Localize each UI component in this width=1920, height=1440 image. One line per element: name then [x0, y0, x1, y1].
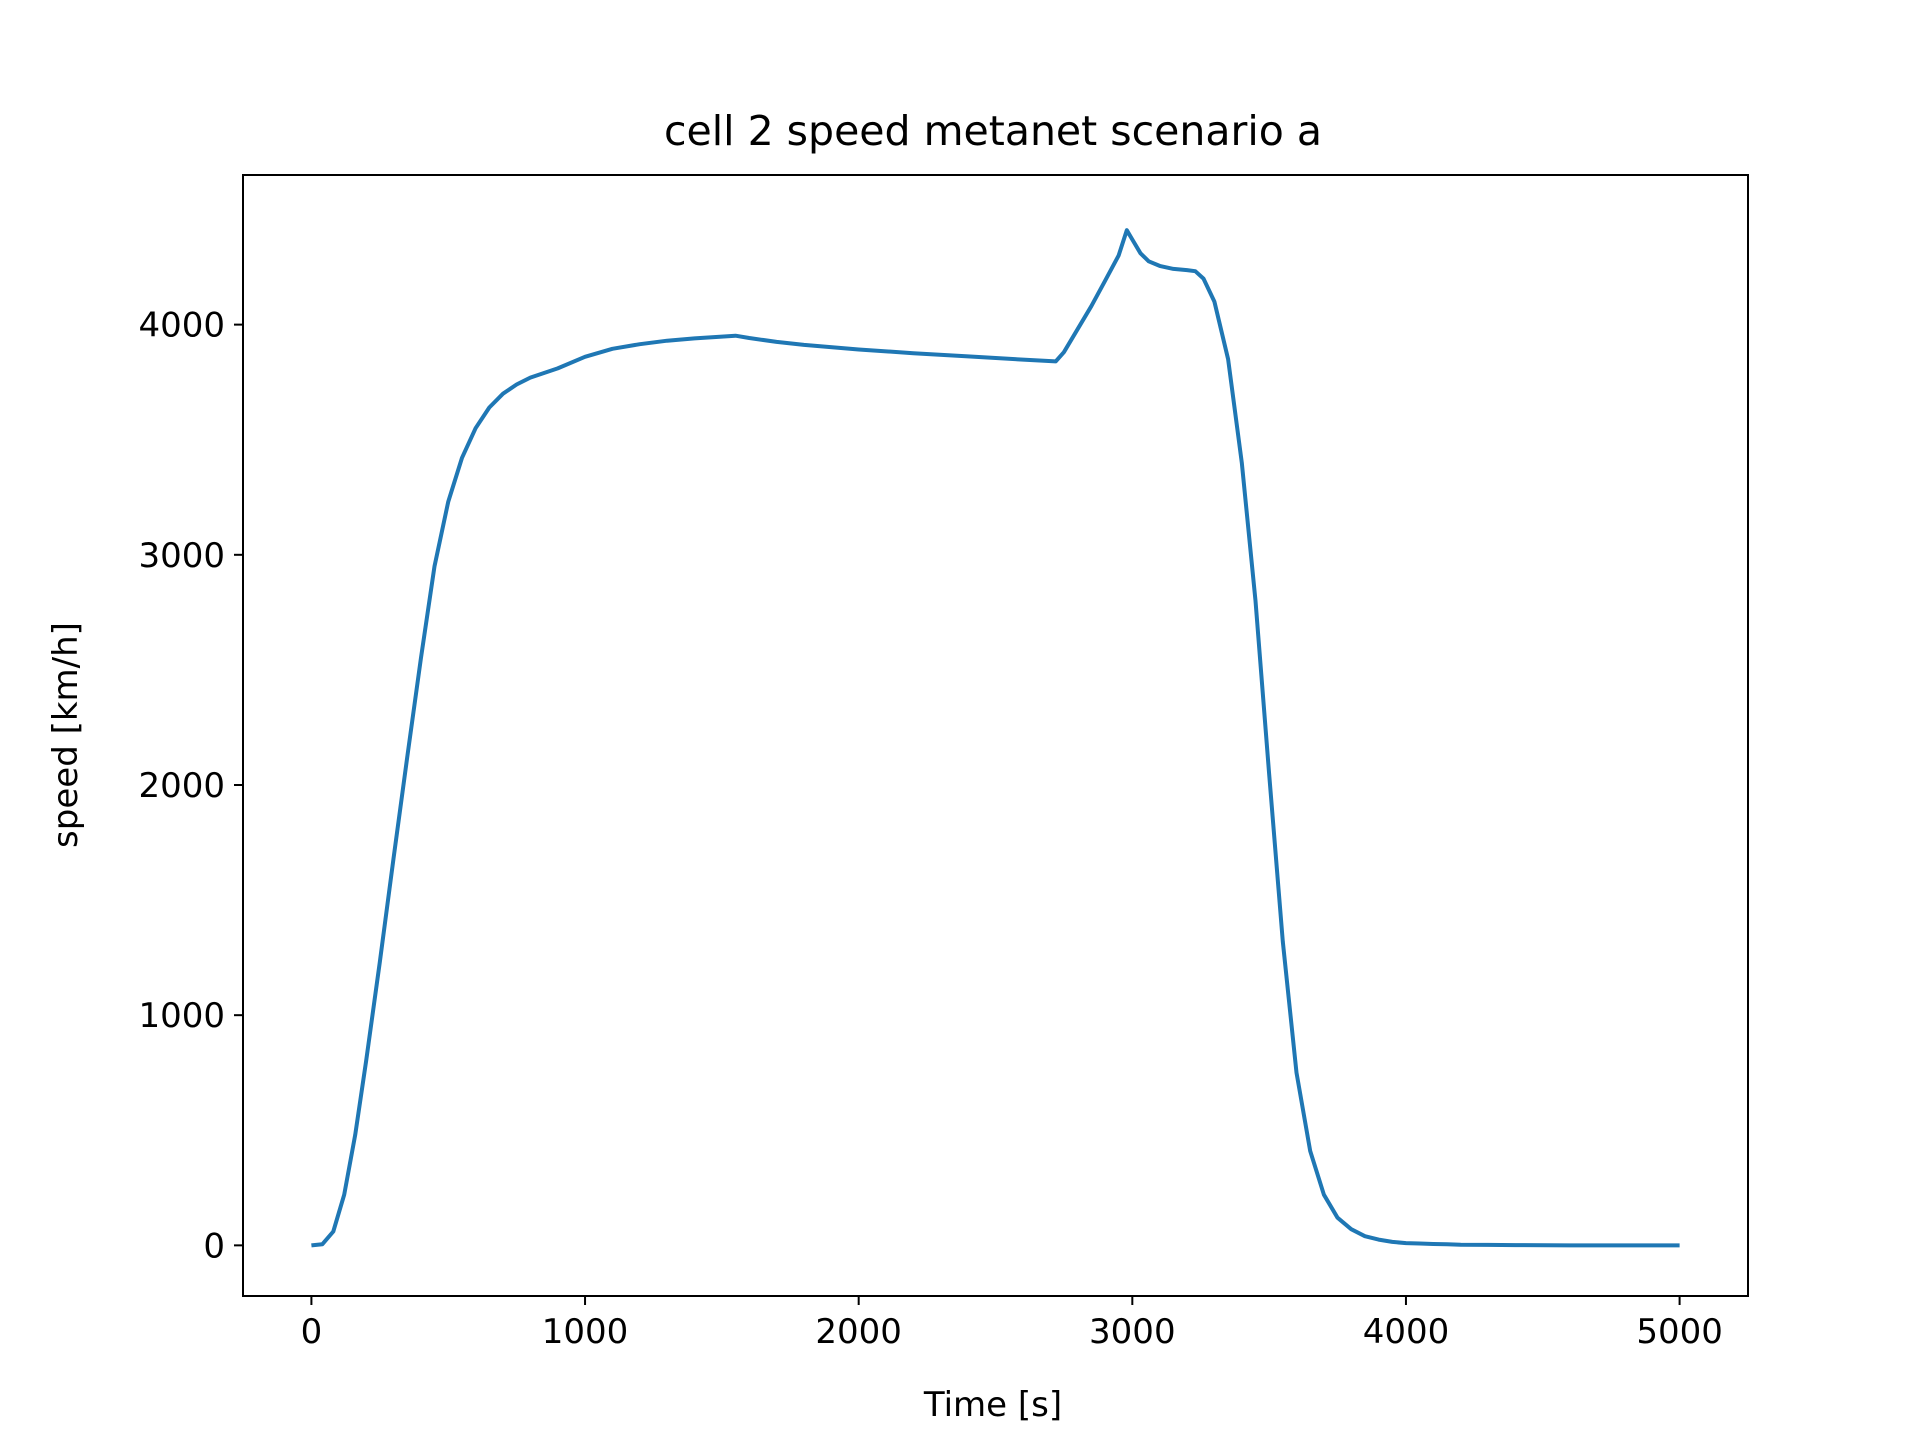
y-tick-label: 4000 [138, 306, 225, 346]
x-tick-label: 3000 [1089, 1312, 1176, 1352]
y-axis-label: speed [km/h] [46, 622, 86, 848]
x-tick-label: 5000 [1636, 1312, 1723, 1352]
x-axis-label: Time [s] [923, 1385, 1062, 1425]
chart-title: cell 2 speed metanet scenario a [664, 107, 1322, 155]
x-tick-label: 2000 [815, 1312, 902, 1352]
plot-layer [311, 228, 1680, 1248]
x-tick-label: 0 [301, 1312, 323, 1352]
ticks-layer: 0 1000 2000 3000 4000 5000 0 1000 2000 3000 4000 [138, 306, 1722, 1352]
y-tick-label: 0 [203, 1226, 225, 1266]
axes-frame [242, 174, 1749, 1297]
x-tick-label: 4000 [1363, 1312, 1450, 1352]
y-tick-label: 2000 [138, 766, 225, 806]
series-line [311, 228, 1680, 1248]
x-tick-label: 1000 [542, 1312, 629, 1352]
y-tick-label: 3000 [138, 536, 225, 576]
y-tick-label: 1000 [138, 996, 225, 1036]
